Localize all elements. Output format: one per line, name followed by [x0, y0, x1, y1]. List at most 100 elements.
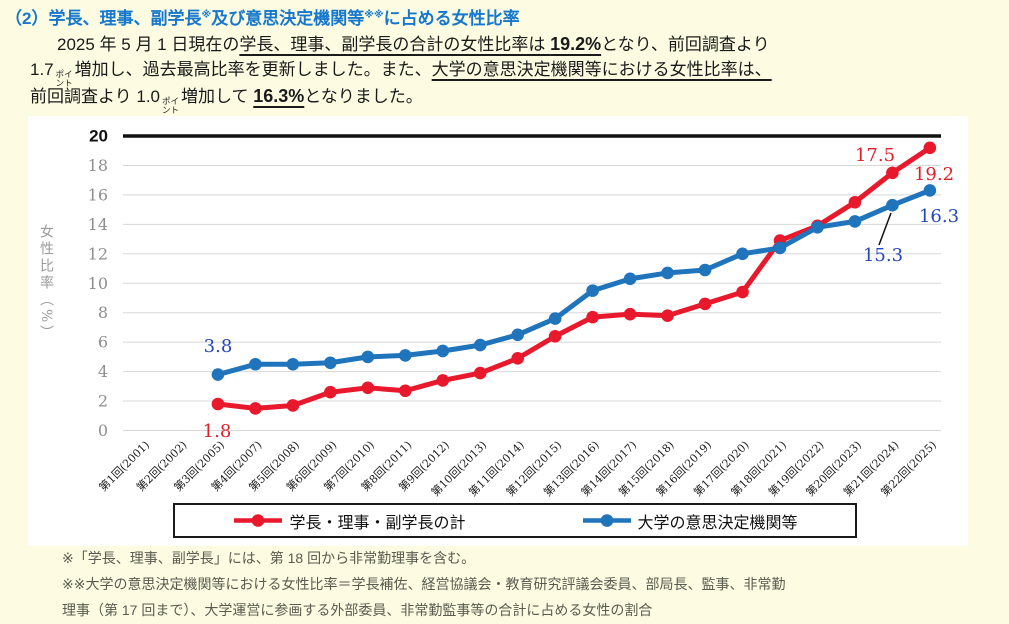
data-point — [324, 385, 337, 399]
stat-value: 16.3% — [253, 86, 305, 106]
data-point — [398, 349, 412, 362]
point-ruby: ポイ ント — [56, 70, 73, 87]
data-point — [661, 266, 674, 280]
data-point — [736, 247, 749, 261]
data-point — [211, 368, 225, 381]
data-point — [623, 272, 637, 286]
footnote-line: ※「学長、理事、副学長」には、第 18 回から非常勤理事を含む。 — [62, 550, 476, 566]
legend-label: 大学の意思決定機関等 — [637, 514, 798, 532]
data-point — [361, 381, 375, 395]
summary-line-2: 1.7 ポイ ント 増加し、過去最高比率を更新しました。また、大学の意思決定機関等にお… — [30, 57, 772, 87]
summary-text: 学長、理事、副学長の合計の女性比率は — [239, 35, 551, 54]
summary-text: 2025 年 5 月 1 日現在の — [57, 35, 240, 54]
legend-line-marker-icon — [582, 514, 631, 527]
footnote-line: 理事（第 17 回まで）、大学運営に参画する外部委員、非常勤監事等の合計に占める… — [62, 602, 653, 618]
chart-panel: 0 2 4 6 8 10 12 14 16 18 20 第1回(2001) 第2回(2002) 第3回(2… — [28, 116, 968, 546]
data-point — [511, 352, 524, 365]
y-tick-label: 6 — [98, 333, 108, 352]
legend-item-presidents: 学長・理事・副学長の計 — [232, 509, 466, 533]
data-point — [548, 312, 562, 325]
series-line — [215, 187, 933, 378]
data-point — [661, 309, 674, 322]
legend-dot — [600, 514, 613, 527]
data-label: 16.3 — [919, 206, 959, 227]
legend-dot — [252, 514, 265, 527]
series-line — [215, 145, 933, 411]
section-title-text: に占める女性比率 — [383, 9, 520, 28]
data-point — [811, 220, 824, 234]
data-point — [361, 350, 375, 364]
data-label: 17.5 — [855, 145, 895, 166]
line-chart: 0 2 4 6 8 10 12 14 16 18 20 第1回(2001)第2回(2002)第3回(2… — [88, 127, 959, 499]
section-title-text: （2）学長、理事、副学長 — [5, 9, 202, 28]
chart-legend: 学長・理事・副学長の計 大学の意思決定機関等 — [173, 503, 857, 538]
footnote-marker: ※※ — [364, 9, 384, 21]
data-point — [923, 141, 937, 155]
data-point — [698, 297, 712, 311]
data-point — [886, 166, 899, 180]
stat-value: 19.2% — [550, 34, 602, 54]
data-point — [436, 374, 450, 387]
data-point — [398, 384, 412, 398]
gridlines — [123, 134, 941, 431]
data-point — [886, 198, 899, 212]
y-tick-label: 12 — [88, 244, 108, 263]
footnote-marker: ※ — [201, 9, 212, 21]
point-ruby-top: ポイ — [55, 69, 73, 79]
summary-text: 増加して — [181, 87, 254, 106]
section-title-text: 及び意思決定機関等 — [211, 9, 365, 28]
summary-line-3: 前回調査より 1.0 ポイ ント 増加して 16.3%となりました。 — [30, 83, 772, 114]
point-ruby: ポイ ント — [162, 97, 179, 114]
data-point — [848, 195, 862, 209]
point-ruby-bottom: ント — [55, 77, 73, 88]
data-point — [698, 263, 712, 277]
data-point — [586, 284, 599, 297]
series-1 — [211, 184, 937, 381]
annotation-leader-line — [878, 212, 892, 246]
data-point — [324, 356, 337, 370]
data-label: 15.3 — [863, 245, 903, 266]
point-ruby-top: ポイ — [162, 96, 180, 106]
summary-text: 前回調査より 1.0 — [30, 87, 161, 106]
data-point — [286, 399, 300, 412]
data-label: 1.8 — [203, 421, 232, 442]
data-point — [773, 241, 787, 255]
legend-item-decision-bodies: 大学の意思決定機関等 — [581, 509, 798, 533]
underlined-stat: 学長、理事、副学長の合計の女性比率は 19.2% — [239, 34, 602, 54]
y-axis-title: 女性比率（%） — [38, 224, 54, 343]
series-0 — [211, 141, 937, 415]
data-point — [211, 397, 225, 411]
y-tick-label: 20 — [89, 127, 108, 146]
y-tick-label: 8 — [98, 303, 108, 322]
data-point — [286, 357, 300, 371]
underlined-stat: 大学の意思決定機関等における女性比率は、 — [431, 60, 772, 79]
y-tick-label: 2 — [98, 392, 108, 411]
data-label: 3.8 — [204, 336, 233, 357]
summary-text: となり、前回調査より — [601, 35, 770, 54]
section-title: （2）学長、理事、副学長※及び意思決定機関等※※に占める女性比率 — [5, 4, 520, 29]
y-axis-ticks: 0 2 4 6 8 10 12 14 16 18 20 — [88, 127, 108, 441]
summary-paragraph: 2025 年 5 月 1 日現在の学長、理事、副学長の合計の女性比率は 19.2… — [30, 31, 772, 114]
point-ruby-bottom: ント — [162, 104, 180, 115]
data-point — [923, 184, 937, 197]
legend-label: 学長・理事・副学長の計 — [289, 514, 466, 532]
y-tick-label: 0 — [98, 421, 108, 440]
underlined-stat: 16.3% — [253, 86, 305, 106]
footnote-line: ※※大学の意思決定機関等における女性比率＝学長補佐、経営協議会・教育研究評議会委… — [62, 576, 786, 592]
footnotes: ※「学長、理事、副学長」には、第 18 回から非常勤理事を含む。 ※※大学の意思… — [62, 545, 785, 623]
data-point — [249, 357, 262, 371]
y-tick-label: 16 — [88, 185, 108, 204]
data-point — [473, 366, 487, 380]
data-point — [511, 328, 524, 342]
y-tick-label: 14 — [88, 215, 108, 234]
data-point — [848, 215, 862, 228]
data-point — [436, 344, 450, 358]
y-tick-label: 10 — [88, 274, 108, 293]
data-point — [623, 307, 637, 321]
summary-text: 増加し、過去最高比率を更新しました。また、 — [74, 60, 432, 79]
y-tick-label: 4 — [98, 362, 108, 381]
data-point — [736, 285, 749, 299]
annotations: 3.8 1.8 17.5 19.2 16.3 15.3 — [203, 145, 959, 442]
y-tick-label: 18 — [88, 156, 108, 175]
